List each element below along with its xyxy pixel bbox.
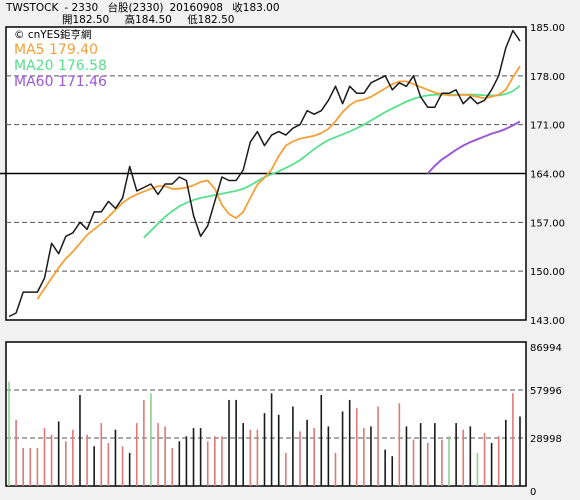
price-tick-label: 178.00 (530, 72, 565, 83)
series-line-ma5 (36, 65, 521, 300)
volume-tick-label: 28998 (530, 434, 562, 445)
volume-tick-label: 57996 (530, 386, 562, 397)
price-tick-label: 143.00 (530, 316, 565, 327)
open-label: 開182.50 (62, 14, 110, 26)
code-label: - 2330 (64, 2, 99, 14)
close-label: 收183.00 (232, 2, 280, 14)
volume-tick-label: 0 (530, 487, 536, 498)
legend-ma5: MA5 179.40 (14, 42, 98, 58)
quote-header: TWSTOCK - 2330 台股(2330) 20160908 收183.00 開… (6, 2, 286, 26)
low-label: 低182.50 (187, 14, 235, 26)
series-line-price (8, 29, 521, 318)
volume-panel (5, 341, 527, 487)
date-label: 20160908 (169, 2, 223, 14)
legend-ma20: MA20 176.58 (14, 58, 107, 74)
symbol-label: TWSTOCK (6, 2, 59, 14)
price-tick-label: 164.00 (530, 170, 565, 181)
price-tick-label: 157.00 (530, 218, 565, 229)
high-label: 高184.50 (124, 14, 172, 26)
volume-tick-label: 86994 (530, 343, 562, 354)
legend: © cnYES鉅亨網 MA5 179.40 MA20 176.58 MA60 1… (14, 29, 107, 90)
quote-header-line1: TWSTOCK - 2330 台股(2330) 20160908 收183.00 (6, 2, 286, 14)
source-label: © cnYES鉅亨網 (14, 29, 92, 41)
legend-ma60: MA60 171.46 (14, 74, 107, 90)
stock-name-label: 台股(2330) (107, 2, 164, 14)
price-tick-label: 171.00 (530, 121, 565, 132)
quote-header-line2: 開182.50 高184.50 低182.50 (6, 14, 286, 26)
price-tick-label: 185.00 (530, 23, 565, 34)
price-tick-label: 150.00 (530, 267, 565, 278)
series-line-ma60 (426, 120, 521, 175)
